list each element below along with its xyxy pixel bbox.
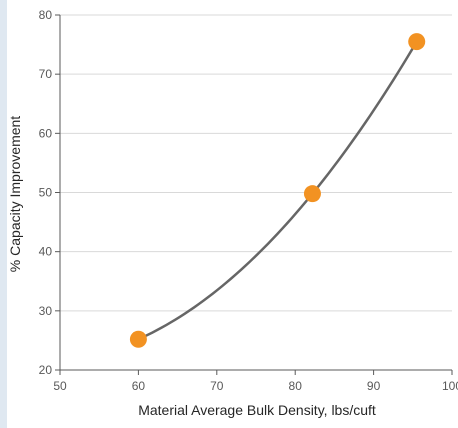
left-panel-strip: [0, 0, 7, 428]
x-tick-label-100: 100: [442, 379, 458, 393]
y-tick-label-30: 30: [39, 304, 53, 318]
tick-labels: 20 30 40 50 60 70 80 50 60 70 80 90 100: [39, 8, 458, 393]
data-point-0: [129, 330, 147, 348]
x-tick-label-90: 90: [367, 379, 381, 393]
axes: [55, 14, 453, 375]
y-axis-title: % Capacity Improvement: [7, 116, 23, 273]
data-points: [129, 33, 426, 348]
y-tick-label-60: 60: [39, 126, 53, 140]
y-tick-label-80: 80: [39, 8, 53, 22]
x-tick-label-80: 80: [289, 379, 303, 393]
x-tick-label-60: 60: [132, 379, 146, 393]
x-tick-label-70: 70: [210, 379, 224, 393]
y-tick-label-50: 50: [39, 186, 53, 200]
x-axis-title: Material Average Bulk Density, lbs/cuft: [138, 402, 376, 418]
gridlines: [60, 14, 452, 312]
data-point-2: [408, 33, 426, 51]
trendline-group: [137, 40, 418, 341]
y-tick-label-70: 70: [39, 67, 53, 81]
y-tick-label-20: 20: [39, 363, 53, 377]
y-tick-label-40: 40: [39, 245, 53, 259]
x-tick-label-50: 50: [53, 379, 67, 393]
trendline-series-0: [137, 40, 418, 341]
data-point-1: [303, 185, 321, 203]
